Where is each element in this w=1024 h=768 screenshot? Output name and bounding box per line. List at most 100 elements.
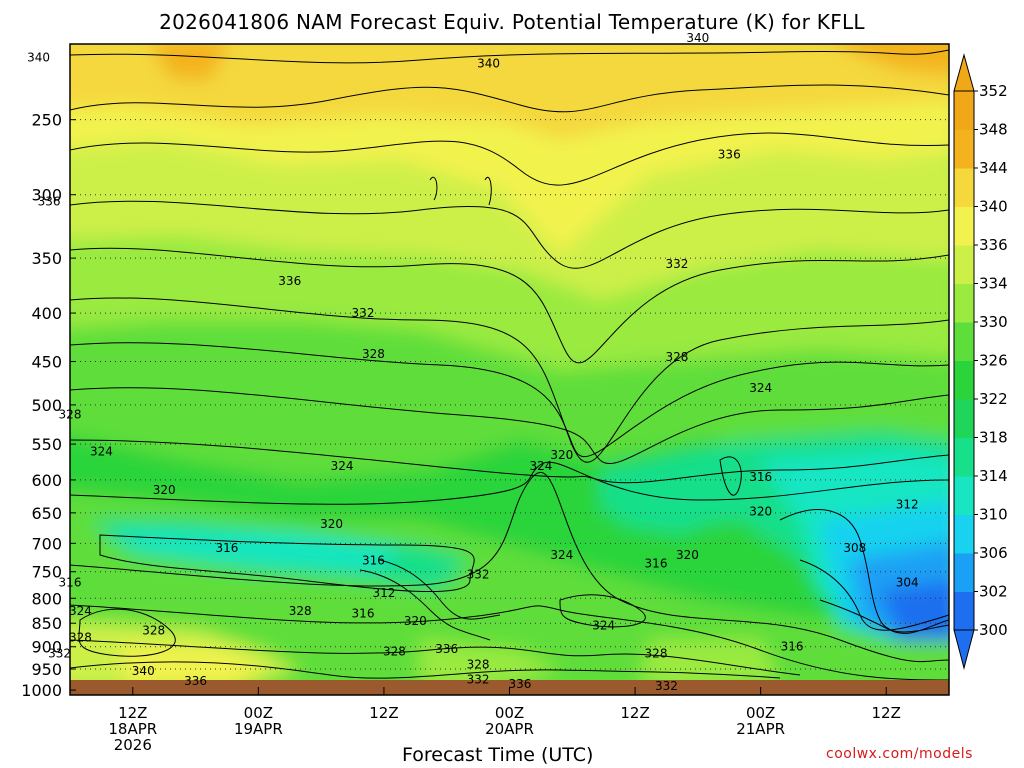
contour-label: 324 <box>529 459 552 473</box>
contour-label: 320 <box>749 505 772 519</box>
colorbar-tick-label: 326 <box>979 352 1008 370</box>
x-tick-label: 2026 <box>114 736 152 754</box>
contour-label: 328 <box>665 350 688 364</box>
colorbar-segment <box>954 476 974 515</box>
y-tick-label: 700 <box>31 534 62 553</box>
contour-label: 336 <box>278 274 301 288</box>
x-tick-label: 00Z <box>244 704 273 722</box>
y-tick-label: 1000 <box>21 681 62 700</box>
credit-link[interactable]: coolwx.com/models <box>826 746 973 762</box>
contour-label: 336 <box>509 677 532 691</box>
y-tick-label: 850 <box>31 614 62 633</box>
contour-line <box>78 608 176 657</box>
contour-line <box>70 461 949 505</box>
contour-label: 308 <box>843 541 866 555</box>
contour-label: 336 <box>718 147 741 161</box>
y-tick-label: 250 <box>31 111 62 130</box>
contour-label: 320 <box>676 548 699 562</box>
y-tick-label: 750 <box>31 563 62 582</box>
contour-label: 340 <box>686 31 709 45</box>
x-axis-title: Forecast Time (UTC) <box>402 744 594 766</box>
colorbar-segment <box>954 129 974 169</box>
colorbar-tick-label: 310 <box>979 506 1008 524</box>
colorbar-segment <box>954 591 974 631</box>
contour-label: 324 <box>90 445 113 459</box>
colorbar-tick-label: 306 <box>979 544 1008 562</box>
colorbar-tick-label: 330 <box>979 313 1008 331</box>
colorbar-tick-label: 322 <box>979 390 1008 408</box>
contour-line <box>799 559 949 631</box>
y-tick-label: 400 <box>31 304 62 323</box>
contour-label: 328 <box>69 630 92 644</box>
contour-label: 324 <box>592 619 615 633</box>
contour-label: 332 <box>467 567 490 581</box>
contour-line <box>70 342 949 457</box>
colorbar-tick-label: 344 <box>979 159 1008 177</box>
colorbar-bottom-arrow <box>953 629 975 670</box>
y-tick-label: 600 <box>31 471 62 490</box>
colorbar-segment <box>954 283 974 323</box>
contour-label: 328 <box>362 347 385 361</box>
colorbar-tick-label: 336 <box>979 236 1008 254</box>
contour-label: 332 <box>48 647 71 661</box>
contour-line <box>819 599 949 634</box>
y-tick-label: 550 <box>31 435 62 454</box>
contour-label: 316 <box>781 640 804 654</box>
x-tick-label: 21APR <box>736 720 785 738</box>
x-tick-label: 12Z <box>620 704 649 722</box>
colorbar-segment <box>954 206 974 246</box>
contour-line <box>70 471 949 663</box>
contour-label: 304 <box>896 576 919 590</box>
contour-line <box>70 132 949 186</box>
contour-line <box>70 84 949 113</box>
contour-label: 320 <box>320 517 343 531</box>
contour-label: 340 <box>477 56 500 70</box>
x-tick-label: 12Z <box>872 704 901 722</box>
y-tick-label: 450 <box>31 353 62 372</box>
colorbar-segment <box>954 360 974 400</box>
contour-label: 312 <box>896 498 919 512</box>
contour-line <box>70 297 949 463</box>
contour-label: 328 <box>142 623 165 637</box>
contour-label: 336 <box>435 642 458 656</box>
colorbar-segment <box>954 553 974 592</box>
contour-line <box>779 509 949 633</box>
contour-labels: 340 3403403363363363323323283283283243243… <box>27 31 918 693</box>
contour-label: 328 <box>289 604 312 618</box>
contour-label: 324 <box>69 604 92 618</box>
y-tick-label: 800 <box>31 589 62 608</box>
contour-label: 316 <box>362 554 385 568</box>
colorbar-segment <box>954 91 974 130</box>
y-tick-label: 300 <box>31 186 62 205</box>
colorbar-segment <box>954 245 974 284</box>
y-tick-label: 650 <box>31 504 62 523</box>
contour-line <box>559 594 646 628</box>
contour-label: 332 <box>655 679 678 693</box>
contour-line <box>70 604 949 681</box>
contour-line <box>99 534 475 593</box>
contour-label: 316 <box>749 470 772 484</box>
contour-label: 340 <box>27 51 50 65</box>
contour-label: 328 <box>467 658 490 672</box>
contour-line <box>70 247 949 364</box>
contour-label: 316 <box>352 606 375 620</box>
contour-line <box>429 177 438 201</box>
y-tick-label: 900 <box>31 638 62 657</box>
contour-line <box>359 569 491 641</box>
contour-label: 316 <box>216 541 239 555</box>
contour-line <box>70 439 949 484</box>
contour-line <box>70 387 949 465</box>
contour-label: 320 <box>404 614 427 628</box>
colorbar-segment <box>954 514 974 554</box>
colorbar: 352 348 344 340 336 334 330 326 322 318 314 310 306 3… <box>953 53 1008 670</box>
colorbar-segment <box>954 322 974 361</box>
contour-label: 316 <box>645 556 668 570</box>
contour-label: 332 <box>467 673 490 687</box>
x-tick-label: 19APR <box>234 720 283 738</box>
chart-title: 2026041806 NAM Forecast Equiv. Potential… <box>159 10 865 34</box>
contour-label: 324 <box>331 459 354 473</box>
colorbar-tick-label: 300 <box>979 621 1008 639</box>
contour-label: 324 <box>550 548 573 562</box>
